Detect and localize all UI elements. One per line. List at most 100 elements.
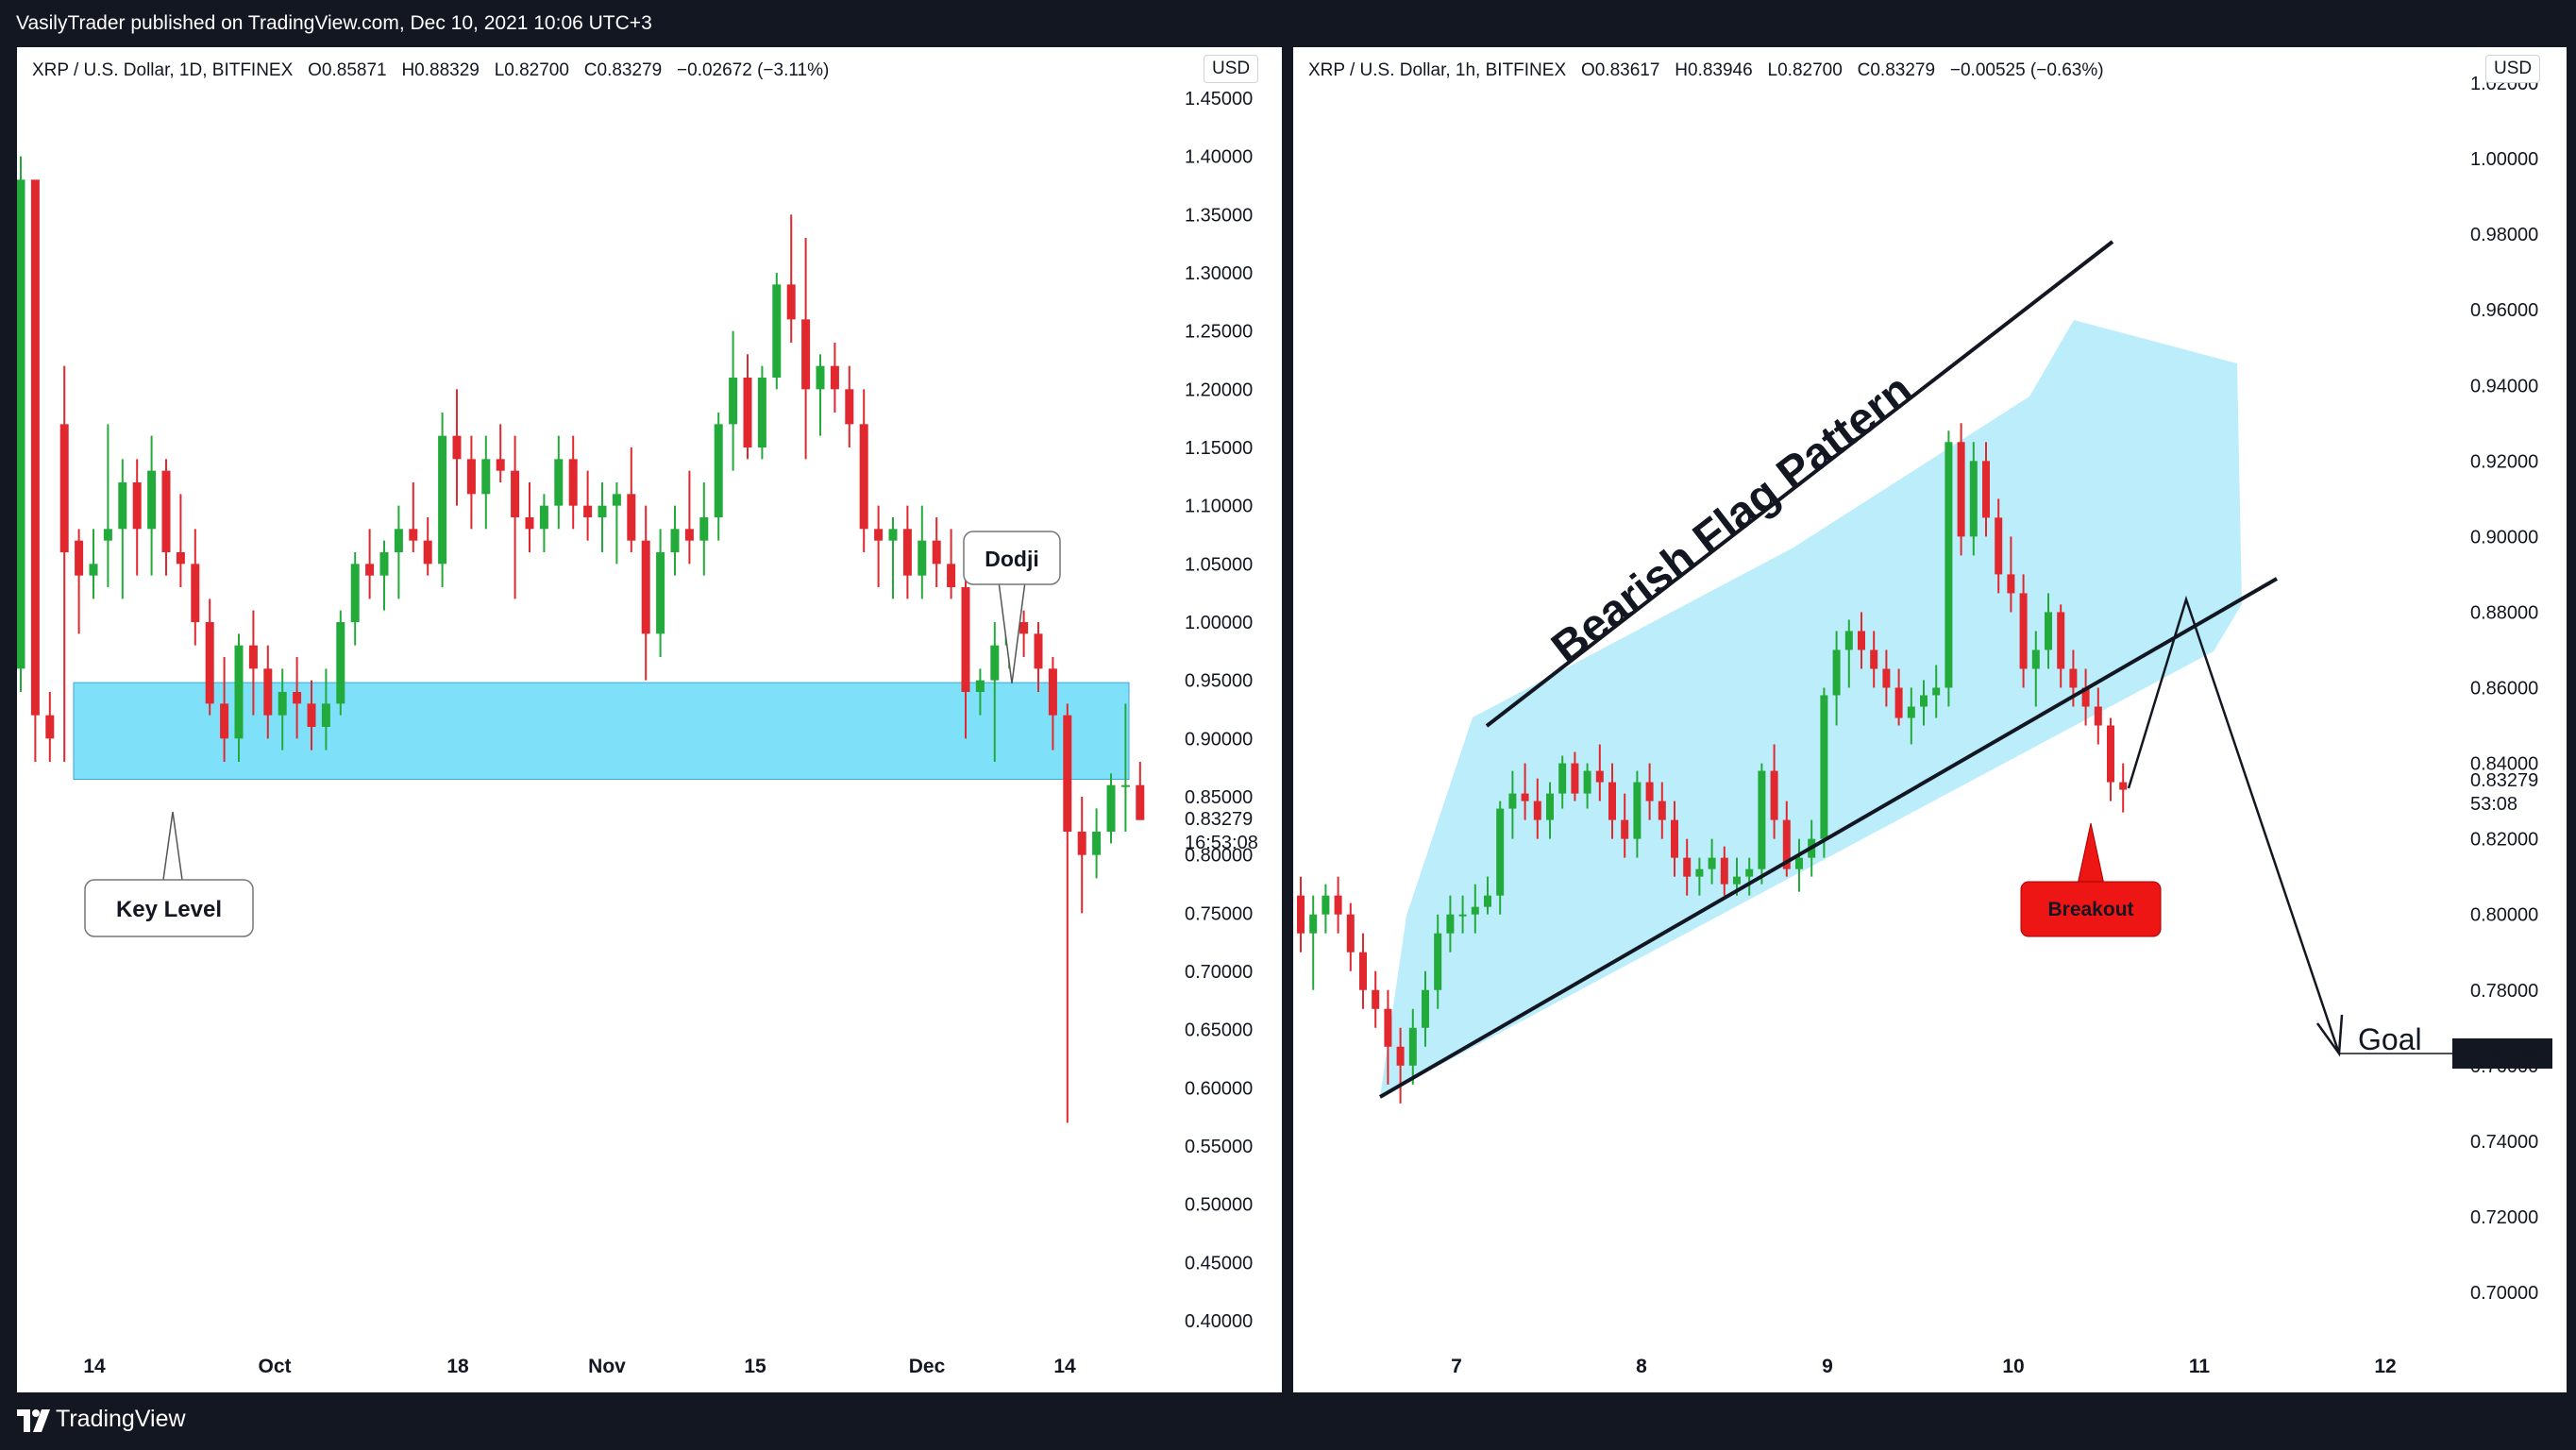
candle-body <box>670 529 680 552</box>
candle-body <box>1932 687 1941 696</box>
candle-body <box>132 482 142 530</box>
projection-path <box>2127 595 2341 1054</box>
candle-body <box>1745 868 1754 877</box>
candle-body <box>1820 695 1828 839</box>
candle-body <box>1384 1008 1392 1047</box>
price-tick-label: 0.74000 <box>2470 1132 2538 1153</box>
candle-body <box>1092 832 1102 855</box>
price-tick-label: 0.72000 <box>2470 1207 2538 1228</box>
time-tick-label: 12 <box>2374 1356 2396 1377</box>
candle-body <box>1920 695 1928 707</box>
candle-body <box>17 179 25 669</box>
doji-label: Dodji <box>985 547 1039 571</box>
price-tick-label: 0.60000 <box>1185 1078 1253 1099</box>
candle-body <box>612 494 621 506</box>
goal-price-badge <box>2452 1038 2552 1069</box>
candle-body <box>1795 857 1803 869</box>
candle-body <box>1396 1046 1405 1066</box>
bearish-flag-area <box>1380 320 2242 1097</box>
candle-body <box>816 365 825 390</box>
candle-body <box>656 552 665 634</box>
candle-body <box>220 703 229 739</box>
candle-body <box>103 529 112 541</box>
candle-body <box>1120 784 1130 787</box>
tradingview-logo-icon[interactable] <box>15 1404 53 1436</box>
candle-body <box>466 459 476 495</box>
hourly-currency-button[interactable]: USD <box>2485 55 2541 83</box>
price-tick-label: 0.80000 <box>2470 905 2538 926</box>
daily-open: O0.85871 <box>308 60 387 80</box>
candle-body <box>1733 876 1741 885</box>
candle-body <box>2094 706 2102 726</box>
candle-body <box>365 564 375 576</box>
candle-body <box>684 529 694 541</box>
candle-body <box>1106 784 1116 832</box>
candle-body <box>1770 770 1778 820</box>
candle-body <box>496 459 505 471</box>
daily-currency-button[interactable]: USD <box>1204 55 1259 83</box>
candle-body <box>699 517 709 541</box>
price-tick-label: 0.86000 <box>2470 679 2538 700</box>
candle-body <box>2045 612 2052 650</box>
candle-body <box>452 435 462 460</box>
hourly-chart-panel[interactable]: 1.02000 1.00000 0.98000 0.96000 0.94000 0.920… <box>1293 47 2567 1392</box>
candle-body <box>1894 687 1903 718</box>
candle-body <box>1048 668 1057 716</box>
publisher-bar: VasilyTrader published on TradingView.co… <box>0 0 2576 47</box>
time-tick-label: 10 <box>2002 1356 2024 1377</box>
price-tick-label: 1.10000 <box>1185 497 1253 517</box>
goal-price-label: 0.76199 <box>2468 1045 2536 1066</box>
price-tick-label: 0.94000 <box>2470 376 2538 396</box>
candle-body <box>1621 819 1629 839</box>
price-tick-label: 1.20000 <box>1185 379 1253 400</box>
key-level-zone <box>73 682 1130 781</box>
candle-body <box>1832 649 1841 696</box>
candle-body <box>481 459 491 495</box>
candle-body <box>1683 857 1692 877</box>
time-tick-label: 11 <box>2189 1356 2211 1377</box>
price-tick-label: 1.00000 <box>1185 613 1253 633</box>
candle-body <box>554 459 564 506</box>
candle-body <box>1019 622 1029 634</box>
candle-body <box>2107 725 2114 783</box>
candle-body <box>1695 868 1704 877</box>
price-tick-label: 0.78000 <box>2470 981 2538 1002</box>
candle-body <box>757 378 766 447</box>
time-tick-label: 15 <box>744 1356 766 1377</box>
price-tick-label: 1.40000 <box>1185 147 1253 168</box>
candle-body <box>2081 687 2090 707</box>
daily-low: L0.82700 <box>494 60 569 80</box>
price-tick-label: 0.65000 <box>1185 1020 1253 1041</box>
price-tick-label: 0.95000 <box>1185 671 1253 692</box>
candle-body <box>2019 593 2028 669</box>
price-tick-label: 0.98000 <box>2470 225 2538 245</box>
candle-body <box>409 529 418 541</box>
candle-body <box>1782 819 1791 869</box>
candle-body <box>918 540 927 576</box>
candle-body <box>1882 668 1891 688</box>
candle-body <box>1372 989 1380 1009</box>
price-tick-label: 0.75000 <box>1185 903 1253 924</box>
candle-body <box>1583 770 1591 794</box>
daily-chart-panel[interactable]: 1.45000 1.40000 1.35000 1.30000 1.25000 1.200… <box>17 47 1282 1392</box>
candle-body <box>641 540 650 634</box>
candle-body <box>89 564 98 576</box>
candle-body <box>45 715 55 739</box>
candle-body <box>743 378 752 447</box>
breakout-label: Breakout <box>2047 899 2133 920</box>
price-tick-label: 0.55000 <box>1185 1137 1253 1157</box>
price-tick-label: 0.90000 <box>1185 729 1253 750</box>
daily-change: −0.02672 (−3.11%) <box>677 60 830 80</box>
candle-body <box>1982 461 1990 518</box>
candle-body <box>1309 914 1318 934</box>
hourly-chart-canvas[interactable]: 1.020001.000000.980000.960000.940000.920… <box>1293 47 2567 1392</box>
candle-body <box>801 319 811 390</box>
hourly-close: C0.83279 <box>1857 60 1936 80</box>
tradingview-brand[interactable]: TradingView <box>56 1406 186 1432</box>
daily-chart-canvas[interactable]: 1.45000 1.40000 1.35000 1.30000 1.25000 1.200… <box>17 47 1282 1392</box>
time-tick-label: Oct <box>258 1356 291 1377</box>
candle-body <box>888 529 898 541</box>
candle-body <box>1322 895 1330 915</box>
price-tick-label: 1.00000 <box>2470 149 2538 170</box>
publisher-text: VasilyTrader published on TradingView.co… <box>16 12 652 34</box>
